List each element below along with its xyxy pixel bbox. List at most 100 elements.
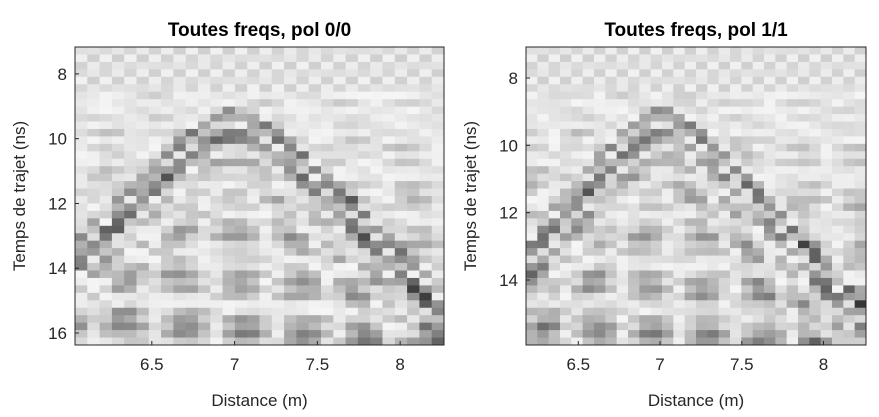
- radargram-cell: [308, 285, 322, 294]
- radargram-cell: [752, 218, 765, 227]
- radargram-cell: [407, 69, 420, 78]
- radargram-cell: [382, 330, 396, 339]
- radargram-cell: [832, 277, 844, 286]
- radargram-cell: [843, 248, 856, 257]
- radargram-cell: [832, 337, 844, 346]
- radargram-cell: [345, 158, 359, 167]
- radargram-cell: [809, 151, 822, 160]
- radargram-cell: [333, 114, 347, 122]
- radargram-cell: [185, 188, 199, 197]
- radargram-cell: [185, 91, 199, 100]
- radargram-cell: [382, 203, 396, 212]
- radargram-cell: [124, 270, 137, 279]
- radargram-cell: [526, 69, 538, 78]
- radargram-cell: [198, 136, 211, 145]
- radargram-cell: [185, 233, 199, 242]
- radargram-cell: [832, 196, 844, 204]
- radargram-cell: [718, 248, 731, 257]
- radargram-cell: [639, 181, 652, 190]
- radargram-cell: [124, 136, 137, 145]
- radargram-cell: [548, 307, 561, 316]
- radargram-cell: [407, 203, 420, 212]
- radargram-cell: [370, 173, 383, 182]
- radargram-cell: [798, 225, 810, 234]
- radargram-cell: [357, 143, 371, 152]
- radargram-cell: [173, 233, 187, 242]
- radargram-cell: [537, 99, 550, 108]
- radargram-cell: [537, 121, 550, 130]
- radargram-cell: [854, 248, 867, 257]
- radargram-cell: [247, 233, 260, 242]
- radargram-cell: [707, 181, 720, 190]
- radargram-cell: [730, 69, 742, 78]
- radargram-cell: [730, 255, 742, 264]
- radargram-cell: [650, 322, 663, 331]
- radargram-cell: [148, 322, 162, 331]
- radargram-cell: [605, 203, 618, 212]
- radargram-cell: [764, 337, 776, 346]
- radargram-cell: [357, 99, 371, 108]
- radargram-cell: [639, 196, 652, 204]
- radargram-cell: [696, 292, 708, 301]
- radargram-cell: [308, 218, 322, 227]
- radargram-cell: [284, 143, 297, 152]
- radargram-cell: [582, 99, 595, 108]
- radargram-cell: [111, 136, 125, 145]
- radargram-cell: [764, 263, 776, 271]
- radargram-cell: [87, 315, 101, 324]
- radargram-cell: [99, 315, 113, 324]
- radargram-cell: [148, 151, 162, 160]
- radargram-cell: [832, 54, 844, 63]
- radargram-cell: [321, 158, 334, 167]
- radargram-cell: [357, 307, 371, 316]
- radargram-cell: [526, 218, 538, 227]
- radargram-cell: [357, 69, 371, 78]
- radargram-cell: [526, 158, 538, 167]
- radargram-cell: [571, 181, 584, 190]
- radargram-cell: [87, 330, 101, 339]
- radargram-cell: [234, 225, 248, 234]
- radargram-cell: [75, 128, 88, 137]
- radargram-cell: [333, 76, 347, 85]
- radargram-cell: [730, 121, 742, 130]
- radargram-cell: [357, 54, 371, 63]
- radargram-cell: [271, 143, 285, 152]
- radargram-cell: [764, 69, 776, 78]
- radargram-cell: [809, 106, 822, 115]
- radargram-cell: [582, 315, 595, 324]
- radargram-cell: [560, 173, 572, 182]
- radargram-cell: [419, 121, 433, 130]
- radargram-cell: [345, 233, 359, 242]
- radargram-cell: [696, 181, 708, 190]
- radargram-cell: [382, 248, 396, 257]
- radargram-cell: [764, 203, 776, 212]
- radargram-cell: [786, 128, 799, 137]
- radargram-cell: [247, 47, 260, 55]
- radargram-cell: [321, 196, 334, 204]
- radargram-cell: [843, 84, 856, 93]
- radargram-cell: [111, 84, 125, 93]
- radargram-cell: [809, 225, 822, 234]
- radargram-cell: [210, 84, 224, 93]
- radargram-cell: [605, 158, 618, 167]
- radargram-cell: [271, 248, 285, 257]
- radargram-cell: [650, 263, 663, 271]
- radargram-cell: [696, 285, 708, 294]
- radargram-cell: [407, 315, 420, 324]
- radargram-cell: [136, 248, 150, 257]
- radargram-cell: [75, 91, 88, 100]
- radargram-cell: [628, 181, 640, 190]
- radargram-cell: [271, 240, 285, 249]
- radargram-cell: [99, 188, 113, 197]
- radargram-cell: [854, 54, 867, 63]
- radargram-cell: [394, 263, 408, 271]
- radargram-cell: [345, 188, 359, 197]
- radargram-cell: [764, 248, 776, 257]
- radargram-cell: [639, 151, 652, 160]
- radargram-cell: [854, 196, 867, 204]
- radargram-cell: [431, 54, 445, 63]
- radargram-cell: [594, 300, 606, 309]
- radargram-cell: [605, 47, 618, 55]
- radargram-cell: [798, 285, 810, 294]
- radargram-cell: [820, 181, 833, 190]
